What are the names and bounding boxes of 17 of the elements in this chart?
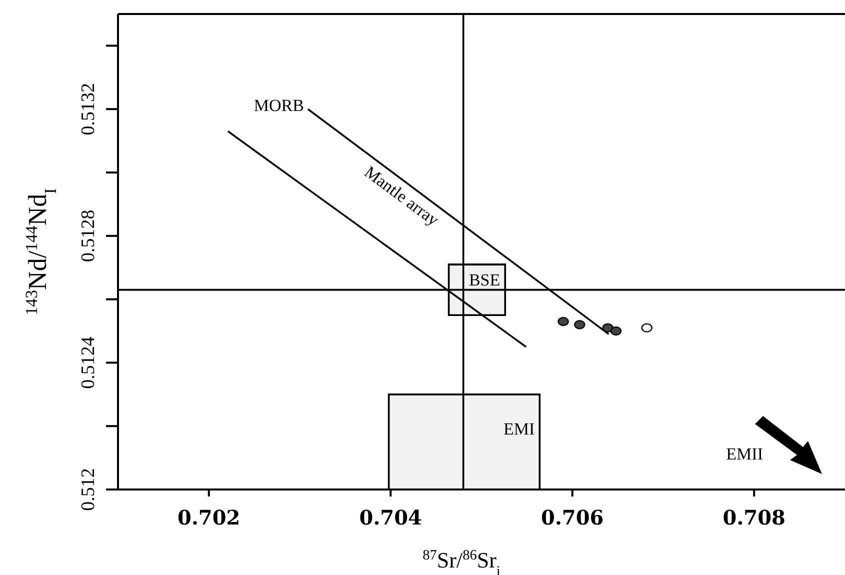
y-tick-label: 0.5124 [78,336,99,389]
point [558,316,569,326]
point [602,323,614,332]
y-tick-label: 0.512 [78,468,99,511]
annotation: MORB [254,96,304,116]
point [574,320,586,330]
x-tick-label: 0.704 [359,506,422,530]
y-tick-label: 0.5128 [78,210,99,262]
series-label: EMI [503,419,535,438]
point [610,326,622,336]
annotation: EMII [726,444,764,464]
x-tick-label: 0.702 [178,506,240,530]
series-label: BSE [468,270,500,290]
point [641,323,652,332]
x-tick-label: 0.708 [722,506,786,530]
x-tick-label: 0.706 [541,506,604,530]
y-tick-label: 0.5132 [78,82,99,136]
